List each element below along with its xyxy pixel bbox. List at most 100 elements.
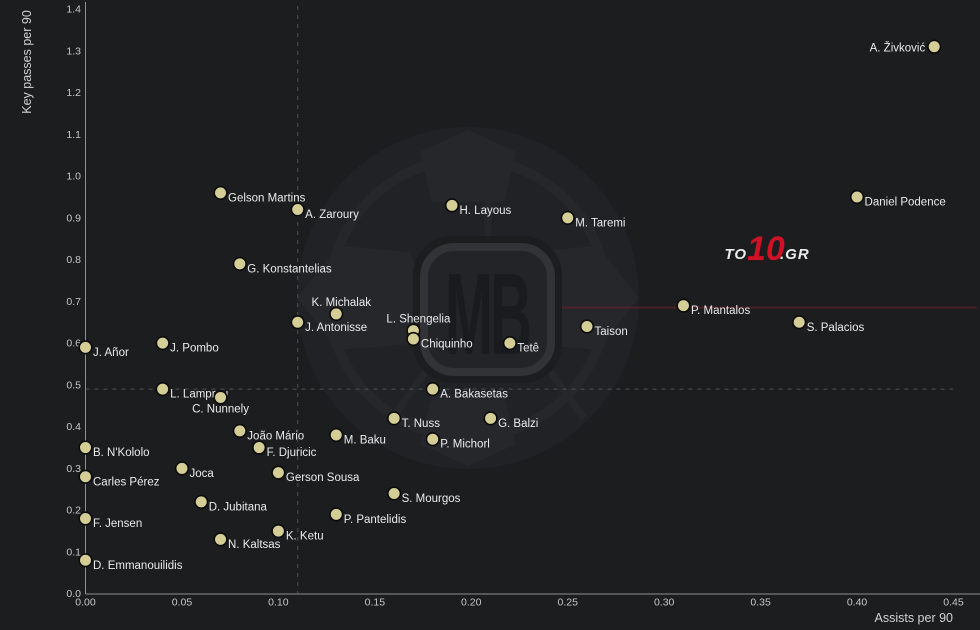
player-label: N. Kaltsas <box>228 539 281 551</box>
data-point <box>329 306 344 322</box>
player-label: G. Balzi <box>498 418 538 430</box>
data-point <box>174 461 190 476</box>
data-point <box>271 465 286 480</box>
data-point-group: J. Añor <box>78 340 129 359</box>
data-point-group: A. Zaroury <box>290 202 359 221</box>
data-point-group: A. Bakasetas <box>425 381 508 401</box>
player-label: Taison <box>595 326 628 338</box>
data-point-group: J. Antonisse <box>290 315 367 334</box>
data-point-group: Gerson Sousa <box>271 465 360 484</box>
data-point <box>483 411 498 426</box>
data-point-group: P. Michorl <box>425 432 490 451</box>
data-point <box>78 440 93 455</box>
player-label: P. Michorl <box>440 439 490 451</box>
data-point <box>213 390 228 405</box>
data-point-group: D. Emmanouilidis <box>78 553 183 572</box>
player-label: C. Nunnely <box>192 403 249 415</box>
data-point-group: G. Balzi <box>483 411 538 430</box>
data-point <box>232 256 247 271</box>
x-tick-label: 0.25 <box>558 597 579 609</box>
to10gr-logo-gr: .GR <box>780 246 810 263</box>
data-point <box>78 511 93 526</box>
data-point <box>444 198 460 213</box>
player-label: Gelson Martins <box>228 192 306 204</box>
data-point-group: M. Taremi <box>560 210 626 229</box>
y-axis-title: Key passes per 90 <box>20 10 34 114</box>
player-label: A. Bakasetas <box>440 389 508 401</box>
data-point-group: S. Mourgos <box>387 486 461 505</box>
data-point-group: B. N'Kololo <box>78 440 150 459</box>
data-point <box>927 39 942 54</box>
data-point <box>387 486 402 501</box>
data-point-group: H. Layous <box>444 198 512 217</box>
y-tick-label: 0.6 <box>66 338 81 350</box>
y-tick-label: 0.9 <box>66 212 81 224</box>
x-tick-label: 0.20 <box>461 597 482 609</box>
data-point-group: K. Ketu <box>271 523 324 543</box>
x-tick-label: 0.35 <box>750 597 771 609</box>
data-point <box>78 340 93 355</box>
data-point <box>252 440 267 455</box>
to10gr-logo: TO 10.GR <box>724 230 810 268</box>
data-point-group: P. Pantelidis <box>329 507 407 526</box>
data-point <box>271 523 286 539</box>
data-point <box>290 315 305 330</box>
to10gr-logo-to: TO <box>724 246 747 263</box>
player-label: Tetê <box>517 343 539 355</box>
x-tick-label: 0.40 <box>847 597 868 609</box>
data-point-group: Daniel Podence <box>849 189 946 209</box>
data-point-group: Tetê <box>502 336 539 355</box>
data-point <box>560 210 575 225</box>
x-tick-label: 0.10 <box>268 597 289 609</box>
data-point-group: F. Djuricic <box>252 440 317 459</box>
data-point <box>406 331 421 347</box>
data-point <box>329 427 344 443</box>
player-label: João Mário <box>247 430 304 442</box>
data-point-group: P. Mantalos <box>676 298 750 317</box>
x-axis-title: Assists per 90 <box>874 611 953 625</box>
data-point <box>155 381 170 397</box>
data-point-group: Joca <box>174 461 214 480</box>
player-label: M. Baku <box>344 435 386 447</box>
y-tick-label: 1.4 <box>66 4 81 16</box>
player-label: J. Añor <box>93 347 129 359</box>
data-point-group: Gelson Martins <box>213 185 306 204</box>
player-label: Daniel Podence <box>865 197 946 209</box>
data-point <box>329 507 344 522</box>
player-label: D. Emmanouilidis <box>93 560 183 572</box>
data-point <box>792 315 807 330</box>
y-tick-label: 0.4 <box>66 421 81 433</box>
data-point <box>78 469 93 484</box>
player-label: Chiquinho <box>421 338 473 350</box>
player-label: F. Djuricic <box>267 447 317 459</box>
player-label: M. Taremi <box>575 217 625 229</box>
data-point <box>387 411 402 426</box>
player-label: Gerson Sousa <box>286 472 360 484</box>
data-point-group: F. Jensen <box>78 511 142 530</box>
player-label: J. Pombo <box>170 343 219 355</box>
player-label: A. Zaroury <box>305 209 359 221</box>
y-tick-label: 0.0 <box>66 588 81 600</box>
mb-logo-letters: MB <box>445 250 530 379</box>
to10gr-logo-10: 10 <box>747 230 785 268</box>
data-point <box>155 336 170 351</box>
data-point <box>849 189 865 205</box>
data-point-group: N. Kaltsas <box>213 532 281 551</box>
data-point-group: S. Palacios <box>792 315 864 334</box>
x-tick-label: 0.15 <box>365 597 386 609</box>
player-label: A. Živković <box>870 42 926 55</box>
data-point-group: Carles Pérez <box>78 469 160 488</box>
data-point-group: C. Nunnely <box>192 390 249 415</box>
data-point <box>232 423 247 438</box>
data-point <box>676 298 691 313</box>
x-tick-label: 0.05 <box>172 597 193 609</box>
player-label: B. N'Kololo <box>93 447 150 459</box>
data-point <box>425 381 440 397</box>
player-label: Carles Pérez <box>93 476 160 488</box>
player-label: P. Pantelidis <box>344 514 407 526</box>
data-point <box>78 553 93 568</box>
y-tick-label: 0.8 <box>66 254 81 266</box>
data-point-group: K. Michalak <box>312 297 371 322</box>
